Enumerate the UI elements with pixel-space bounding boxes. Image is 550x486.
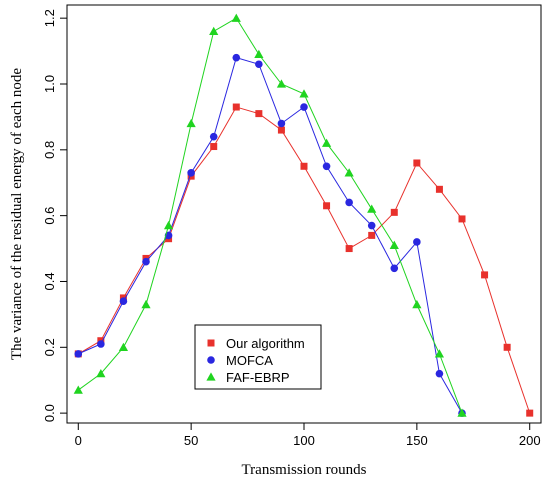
data-point xyxy=(367,221,376,230)
y-tick-label: 0.0 xyxy=(42,404,57,422)
legend-label: Our algorithm xyxy=(226,336,305,351)
y-axis-title: The variance of the residual energy of e… xyxy=(9,68,25,360)
legend-marker xyxy=(207,356,215,364)
data-point xyxy=(321,138,332,147)
data-point xyxy=(186,118,196,128)
x-tick-label: 200 xyxy=(519,433,541,448)
y-tick-label: 1.2 xyxy=(42,9,57,27)
data-point xyxy=(96,369,106,378)
legend-item: Our algorithm xyxy=(207,336,305,351)
data-point xyxy=(277,119,286,128)
y-tick-label: 1.0 xyxy=(42,75,57,93)
data-point xyxy=(413,238,421,246)
data-point xyxy=(434,349,445,358)
data-point xyxy=(299,89,309,98)
x-axis-title: Transmission rounds xyxy=(242,462,367,478)
data-point xyxy=(503,343,511,351)
data-point xyxy=(141,299,151,309)
data-point xyxy=(232,103,240,111)
data-point xyxy=(276,79,287,88)
data-point xyxy=(390,264,399,273)
data-point xyxy=(255,110,263,118)
x-tick-label: 150 xyxy=(406,433,428,448)
data-point xyxy=(457,408,467,417)
data-point xyxy=(118,342,129,351)
x-tick-label: 0 xyxy=(75,433,82,448)
legend-box xyxy=(194,324,322,390)
data-point xyxy=(210,143,218,151)
data-point xyxy=(119,297,128,306)
data-point xyxy=(526,409,534,417)
data-point xyxy=(458,215,466,223)
legend-label: FAF-EBRP xyxy=(226,370,290,385)
data-point xyxy=(389,240,399,249)
data-point xyxy=(322,162,331,171)
data-point xyxy=(390,208,398,216)
data-point xyxy=(142,257,150,266)
series-faf-ebrp xyxy=(73,13,467,417)
data-point xyxy=(413,159,421,167)
y-tick-label: 0.8 xyxy=(42,141,57,159)
legend-marker xyxy=(207,339,215,347)
data-point xyxy=(187,169,195,177)
data-point xyxy=(277,126,285,134)
data-point xyxy=(300,162,308,170)
data-point xyxy=(74,350,83,358)
series-line xyxy=(78,57,463,414)
legend-item: MOFCA xyxy=(207,353,273,368)
x-tick-label: 50 xyxy=(184,433,198,448)
data-point xyxy=(300,103,308,111)
data-point xyxy=(435,369,444,378)
y-tick-label: 0.6 xyxy=(42,207,57,225)
y-axis: 0.0 0.2 0.4 0.6 0.8 1.0 1.2 xyxy=(42,9,67,422)
data-point xyxy=(367,204,377,213)
data-point xyxy=(412,299,422,309)
data-point xyxy=(163,220,174,230)
data-point xyxy=(209,132,218,141)
data-point xyxy=(435,185,443,193)
data-point xyxy=(254,49,264,59)
y-tick-label: 0.2 xyxy=(42,338,57,356)
x-axis: 0 50 100 150 200 xyxy=(75,423,541,448)
data-point xyxy=(97,340,105,348)
data-point xyxy=(73,385,83,394)
data-point xyxy=(481,271,489,279)
series-mofca xyxy=(74,53,466,417)
y-tick-label: 0.4 xyxy=(42,272,57,290)
data-point xyxy=(255,60,263,69)
data-point xyxy=(209,26,219,36)
x-tick-label: 100 xyxy=(293,433,315,448)
legend-item: FAF-EBRP xyxy=(206,370,290,385)
data-point xyxy=(345,245,353,253)
data-point xyxy=(368,231,376,239)
data-point xyxy=(231,13,241,22)
series-layer xyxy=(73,13,534,417)
series-line xyxy=(77,17,463,414)
legend: Our algorithm MOFCA FAF-EBRP xyxy=(194,324,322,390)
legend-label: MOFCA xyxy=(226,353,273,368)
legend-marker xyxy=(206,372,216,381)
data-point xyxy=(345,198,353,207)
data-point xyxy=(323,202,331,210)
data-point xyxy=(232,53,241,62)
data-point xyxy=(344,168,354,177)
